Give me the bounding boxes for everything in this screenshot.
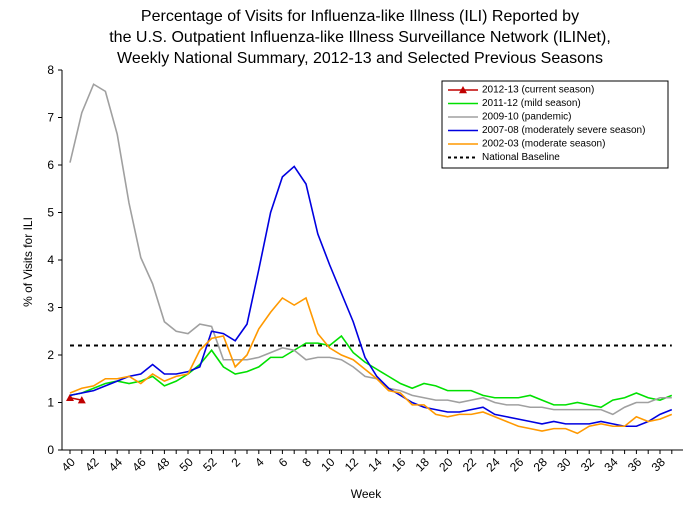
y-tick-label: 4 <box>47 253 54 267</box>
x-tick-label: 10 <box>318 455 338 475</box>
legend-label: National Baseline <box>482 152 560 163</box>
y-axis-label: % of Visits for ILI <box>21 217 35 307</box>
x-tick-label: 46 <box>129 455 149 475</box>
chart-title: the U.S. Outpatient Influenza-like Illne… <box>109 29 611 46</box>
x-tick-label: 4 <box>252 455 267 470</box>
chart-title: Percentage of Visits for Influenza-like … <box>141 8 579 25</box>
x-tick-label: 30 <box>554 455 574 475</box>
chart-title: Weekly National Summary, 2012-13 and Sel… <box>117 50 603 67</box>
y-tick-label: 0 <box>47 443 54 457</box>
x-tick-label: 2 <box>229 455 244 470</box>
x-tick-label: 24 <box>483 455 503 475</box>
y-tick-label: 1 <box>47 396 54 410</box>
x-tick-label: 36 <box>625 455 645 475</box>
x-tick-label: 18 <box>413 455 433 475</box>
x-tick-label: 40 <box>59 455 79 475</box>
x-tick-label: 16 <box>389 455 409 475</box>
legend-label: 2002-03 (moderate season) <box>482 139 605 150</box>
x-tick-label: 28 <box>531 455 551 475</box>
series-line <box>69 83 672 416</box>
x-tick-label: 22 <box>460 455 480 475</box>
x-tick-label: 38 <box>649 455 669 475</box>
x-tick-label: 48 <box>153 455 173 475</box>
x-tick-label: 14 <box>365 455 385 475</box>
y-tick-label: 7 <box>47 111 54 125</box>
x-tick-label: 50 <box>177 455 197 475</box>
x-tick-label: 44 <box>106 455 126 475</box>
legend-marker <box>459 86 467 94</box>
y-tick-label: 2 <box>47 348 54 362</box>
legend-label: 2011-12 (mild season) <box>482 98 581 109</box>
x-axis-label: Week <box>351 487 382 501</box>
y-tick-label: 8 <box>47 63 54 77</box>
y-tick-label: 5 <box>47 206 54 220</box>
x-tick-label: 42 <box>82 455 102 475</box>
x-tick-label: 34 <box>601 455 621 475</box>
x-tick-label: 20 <box>436 455 456 475</box>
y-tick-label: 3 <box>47 301 54 315</box>
y-tick-label: 6 <box>47 158 54 172</box>
legend-label: 2012-13 (current season) <box>482 85 594 96</box>
legend-label: 2007-08 (moderately severe season) <box>482 125 645 136</box>
point <box>66 393 74 401</box>
x-tick-label: 12 <box>342 455 362 475</box>
legend-box <box>441 80 669 169</box>
x-tick-label: 26 <box>507 455 527 475</box>
legend-label: 2009-10 (pandemic) <box>482 112 572 123</box>
x-tick-label: 52 <box>200 455 220 475</box>
series-line <box>69 296 673 435</box>
x-tick-label: 32 <box>578 455 598 475</box>
series-line <box>69 165 673 428</box>
x-tick-label: 6 <box>276 455 291 470</box>
point <box>77 396 86 404</box>
x-tick-label: 8 <box>299 455 314 470</box>
